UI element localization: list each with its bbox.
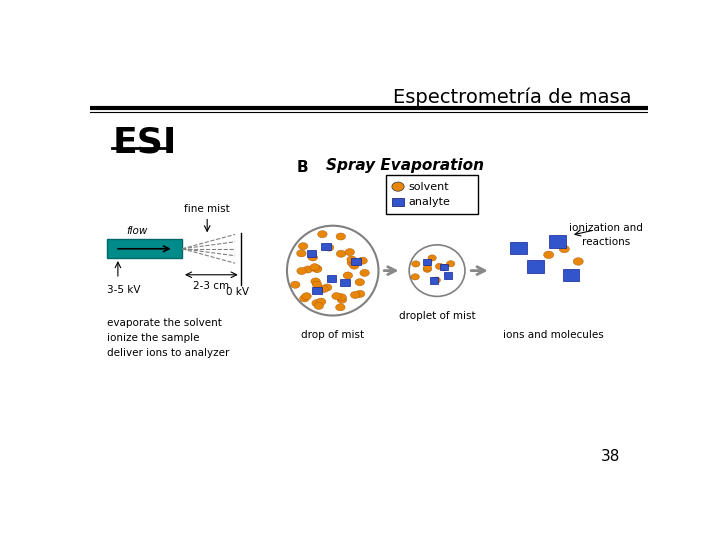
Circle shape xyxy=(337,294,346,301)
Circle shape xyxy=(355,279,364,286)
Circle shape xyxy=(297,250,306,257)
Text: ionization and
reactions: ionization and reactions xyxy=(570,223,643,247)
Circle shape xyxy=(323,284,332,291)
Circle shape xyxy=(358,257,367,264)
Circle shape xyxy=(544,251,554,259)
Text: evaporate the solvent
ionize the sample
deliver ions to analyzer: evaporate the solvent ionize the sample … xyxy=(107,319,229,358)
Text: B: B xyxy=(297,160,308,176)
Bar xyxy=(549,235,566,248)
Text: drop of mist: drop of mist xyxy=(301,330,364,340)
Text: flow: flow xyxy=(126,226,148,236)
Bar xyxy=(321,243,330,250)
Bar xyxy=(351,258,361,265)
Bar xyxy=(527,260,544,273)
Bar xyxy=(307,249,316,256)
Circle shape xyxy=(573,258,583,265)
Circle shape xyxy=(436,263,444,269)
Bar xyxy=(327,274,336,282)
Text: solvent: solvent xyxy=(408,181,449,192)
Text: 38: 38 xyxy=(600,449,620,464)
Circle shape xyxy=(439,264,448,271)
Circle shape xyxy=(446,261,455,267)
Circle shape xyxy=(312,281,322,288)
Text: Spray Evaporation: Spray Evaporation xyxy=(326,158,485,173)
Circle shape xyxy=(308,254,318,261)
Bar xyxy=(392,198,404,206)
Circle shape xyxy=(312,300,321,307)
Bar xyxy=(430,278,438,284)
Circle shape xyxy=(336,303,345,311)
Circle shape xyxy=(351,292,360,299)
Bar xyxy=(444,273,452,279)
Bar xyxy=(562,268,580,281)
Bar xyxy=(423,259,431,266)
Circle shape xyxy=(314,302,323,309)
Text: ESI: ESI xyxy=(112,125,176,159)
Circle shape xyxy=(318,231,327,238)
Circle shape xyxy=(423,265,432,271)
Text: Espectrometría de masa: Espectrometría de masa xyxy=(393,87,631,107)
Circle shape xyxy=(411,274,419,280)
Circle shape xyxy=(345,248,354,255)
Circle shape xyxy=(319,286,328,293)
Bar xyxy=(510,241,527,254)
Ellipse shape xyxy=(287,226,379,315)
Ellipse shape xyxy=(409,245,465,296)
Circle shape xyxy=(343,272,353,279)
Text: analyte: analyte xyxy=(408,197,450,207)
Circle shape xyxy=(325,244,334,251)
Circle shape xyxy=(392,182,404,191)
Text: 2-3 cm: 2-3 cm xyxy=(193,281,230,291)
Circle shape xyxy=(347,256,356,263)
Circle shape xyxy=(300,295,309,302)
Circle shape xyxy=(303,266,312,273)
Bar xyxy=(341,279,350,286)
Circle shape xyxy=(432,277,441,284)
Circle shape xyxy=(291,281,300,288)
Circle shape xyxy=(316,298,326,305)
Circle shape xyxy=(298,242,308,249)
Circle shape xyxy=(428,255,436,261)
Circle shape xyxy=(412,261,420,267)
Circle shape xyxy=(302,293,311,300)
Circle shape xyxy=(337,296,347,303)
Text: 0 kV: 0 kV xyxy=(226,287,249,297)
Circle shape xyxy=(336,233,346,240)
Text: fine mist: fine mist xyxy=(184,205,230,214)
Bar xyxy=(312,287,322,294)
Circle shape xyxy=(311,278,320,285)
Circle shape xyxy=(349,262,359,269)
Circle shape xyxy=(347,259,356,266)
Text: 3-5 kV: 3-5 kV xyxy=(107,285,140,295)
Text: ions and molecules: ions and molecules xyxy=(503,330,603,340)
Circle shape xyxy=(332,293,341,300)
Circle shape xyxy=(310,264,320,271)
Bar xyxy=(386,175,478,214)
Bar xyxy=(107,239,182,258)
Circle shape xyxy=(423,266,431,272)
Circle shape xyxy=(312,265,321,272)
Circle shape xyxy=(559,245,570,253)
Text: droplet of mist: droplet of mist xyxy=(399,311,475,321)
Circle shape xyxy=(356,291,365,298)
Bar xyxy=(440,264,448,271)
Circle shape xyxy=(312,266,322,273)
Circle shape xyxy=(360,269,369,276)
Circle shape xyxy=(336,250,346,258)
Circle shape xyxy=(297,267,306,274)
